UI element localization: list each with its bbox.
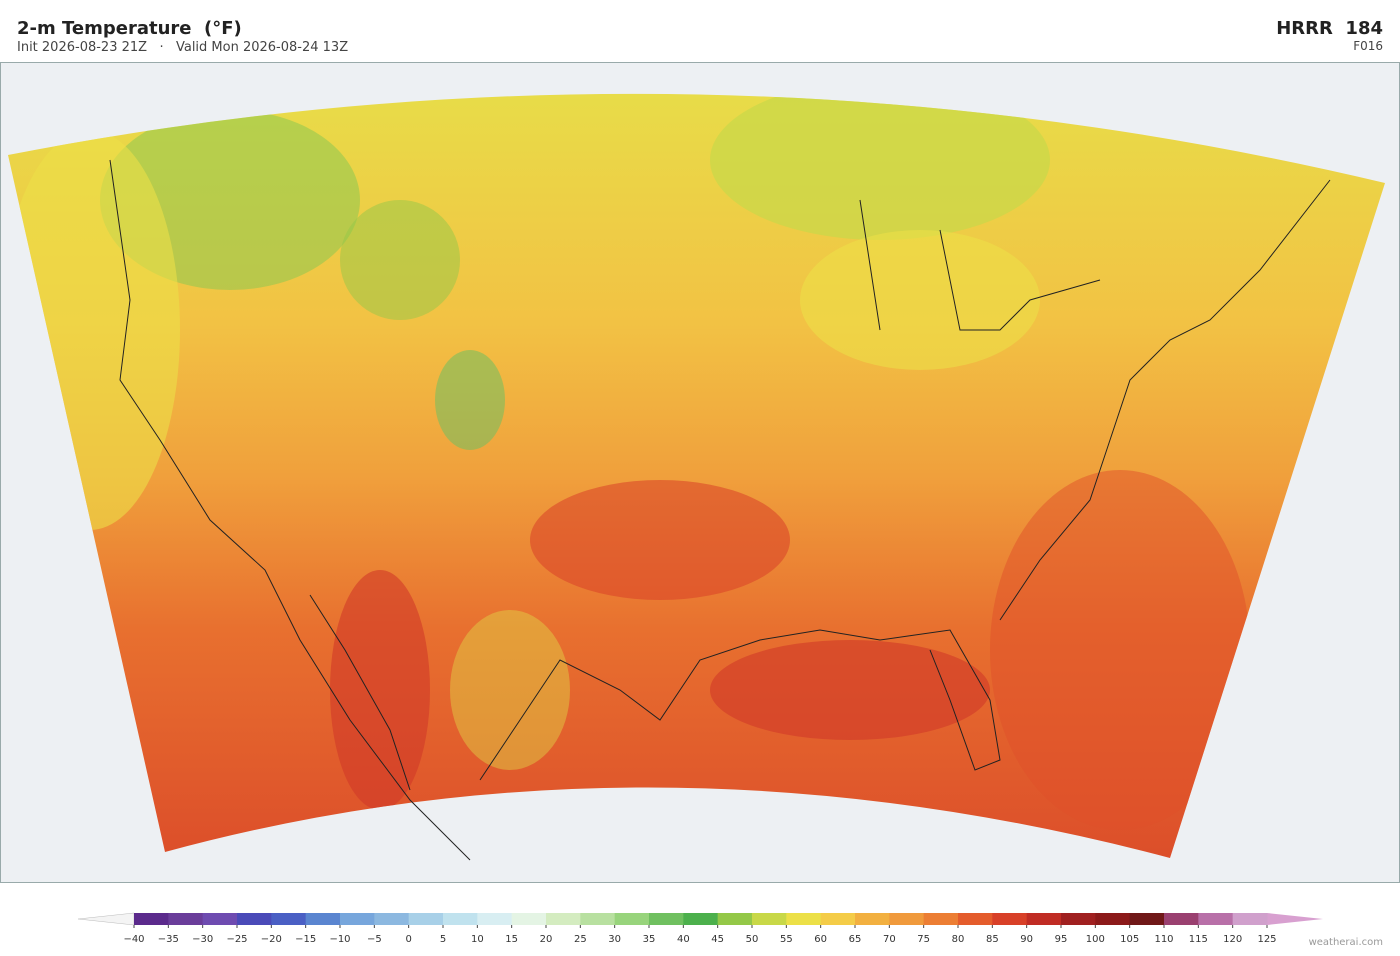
colorbar-segment xyxy=(1232,913,1268,925)
colorbar-tick-label: −15 xyxy=(295,934,316,945)
colorbar-tick-label: −35 xyxy=(158,934,179,945)
colorbar-segment xyxy=(992,913,1028,925)
colorbar-segment xyxy=(305,913,341,925)
colorbar-segment xyxy=(477,913,513,925)
colorbar-segment xyxy=(855,913,890,925)
colorbar: −40 −35 −30 −25 −20 −15 −10 −5 0 5 10 15 20 25 30 35 40 4… xyxy=(77,912,1323,945)
colorbar-segment xyxy=(340,913,375,925)
colorbar-tick-label: 110 xyxy=(1154,934,1173,945)
colorbar-tick-label: 10 xyxy=(471,934,484,945)
colorbar-segment xyxy=(958,913,993,925)
colorbar-tick-label: 45 xyxy=(711,934,724,945)
colorbar-tick-label: −25 xyxy=(226,934,247,945)
model: HRRR 184 xyxy=(1276,18,1383,39)
colorbar-segment xyxy=(786,913,822,925)
colorbar-segment xyxy=(237,913,272,925)
colorbar-segment xyxy=(923,913,959,925)
colorbar-tick-label: 0 xyxy=(405,934,411,945)
colorbar-segment xyxy=(820,913,856,925)
coastlines xyxy=(109,159,1331,861)
colorbar-segment xyxy=(1095,913,1131,925)
watermark: weatherai.com xyxy=(1309,937,1383,948)
colorbar-tick-label: 75 xyxy=(917,934,930,945)
colorbar-tick-label: 105 xyxy=(1120,934,1139,945)
colorbar-tick-label: 40 xyxy=(677,934,690,945)
colorbar-segment xyxy=(546,913,581,925)
colorbar-tick-label: 80 xyxy=(952,934,965,945)
colorbar-segment xyxy=(408,913,444,925)
subtitle: Init 2026-08-23 21Z · Valid Mon 2026-08-… xyxy=(17,40,348,55)
colorbar-segment xyxy=(1198,913,1234,925)
title: 2-m Temperature (°F) xyxy=(17,18,242,39)
colorbar-segment xyxy=(649,913,684,925)
colorbar-tick-label: 5 xyxy=(440,934,446,945)
colorbar-segment xyxy=(1026,913,1062,925)
colorbar-segment xyxy=(134,913,169,925)
colorbar-segment xyxy=(683,913,719,925)
colorbar-tick-label: 125 xyxy=(1257,934,1276,945)
colorbar-tick-label: 55 xyxy=(780,934,793,945)
colorbar-tick-label: 90 xyxy=(1020,934,1033,945)
colorbar-tick-label: 85 xyxy=(986,934,999,945)
colorbar-segment xyxy=(374,913,410,925)
colorbar-tick-label: 25 xyxy=(574,934,587,945)
colorbar-segment xyxy=(1164,913,1199,925)
colorbar-tick-label: 15 xyxy=(505,934,518,945)
colorbar-tick-label: 100 xyxy=(1086,934,1105,945)
colorbar-tick-label: 20 xyxy=(540,934,553,945)
colorbar-segment xyxy=(202,913,238,925)
colorbar-tick-label: −30 xyxy=(192,934,213,945)
colorbar-tick-label: 35 xyxy=(643,934,656,945)
colorbar-segment xyxy=(443,913,478,925)
colorbar-tick-label: 50 xyxy=(746,934,759,945)
colorbar-segment xyxy=(580,913,616,925)
colorbar-segment xyxy=(717,913,753,925)
colorbar-over xyxy=(1267,913,1323,925)
colorbar-segment xyxy=(752,913,787,925)
temperature-features xyxy=(8,93,1250,830)
forecast-hour: F016 xyxy=(1353,39,1383,53)
colorbar-tick-label: 60 xyxy=(814,934,827,945)
colorbar-segment xyxy=(168,913,204,925)
colorbar-segment xyxy=(614,913,650,925)
colorbar-tick-label: −40 xyxy=(123,934,144,945)
colorbar-segment xyxy=(1129,913,1165,925)
colorbar-segment xyxy=(271,913,307,925)
colorbar-tick-label: −10 xyxy=(329,934,350,945)
colorbar-tick-label: 65 xyxy=(849,934,862,945)
map xyxy=(0,62,1400,883)
colorbar-tick-label: 70 xyxy=(883,934,896,945)
colorbar-tick-label: −20 xyxy=(261,934,282,945)
colorbar-tick-label: 115 xyxy=(1189,934,1208,945)
colorbar-tick-label: 120 xyxy=(1223,934,1242,945)
colorbar-segment xyxy=(889,913,925,925)
colorbar-tick-label: 30 xyxy=(608,934,621,945)
colorbar-segment xyxy=(1061,913,1096,925)
colorbar-tick-label: 95 xyxy=(1055,934,1068,945)
colorbar-segment xyxy=(511,913,547,925)
colorbar-under xyxy=(77,912,135,926)
colorbar-tick-label: −5 xyxy=(367,934,382,945)
